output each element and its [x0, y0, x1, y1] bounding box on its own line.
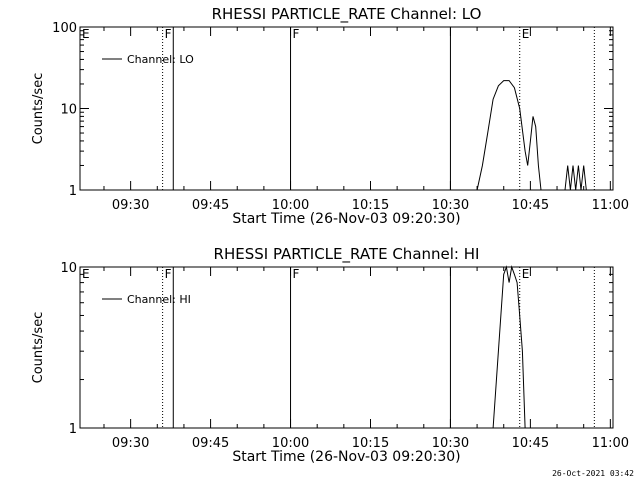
y-tick-label: 10 — [60, 261, 77, 276]
event-marker-label: E — [82, 267, 90, 281]
plot-frame — [79, 266, 614, 429]
x-tick-label: 10:15 — [352, 436, 389, 451]
x-tick-label: 09:45 — [192, 198, 229, 213]
event-marker-label: E — [522, 27, 530, 41]
x-tick-label: 09:30 — [112, 198, 149, 213]
y-tick-label: 100 — [52, 21, 77, 36]
y-axis-label: Counts/sec — [31, 73, 46, 145]
event-marker-label: E — [82, 27, 90, 41]
event-marker-label: F — [293, 27, 300, 41]
x-tick-label: 10:30 — [432, 198, 469, 213]
x-tick-label: 10:45 — [512, 436, 549, 451]
x-tick-label: 10:00 — [272, 436, 309, 451]
x-tick-label: 10:00 — [272, 198, 309, 213]
x-tick-label: 11:00 — [592, 436, 629, 451]
plot-frame — [79, 26, 614, 191]
y-tick-label: 1 — [69, 184, 77, 199]
y-tick-label: 1 — [69, 422, 77, 437]
event-marker-label: F — [293, 267, 300, 281]
x-tick-label: 11:00 — [592, 198, 629, 213]
x-tick-label: 09:30 — [112, 436, 149, 451]
event-marker-label: F — [165, 27, 172, 41]
x-tick-label: 10:30 — [432, 436, 469, 451]
legend-label: Channel: HI — [127, 293, 191, 306]
y-tick-label: 10 — [60, 103, 77, 118]
series-line — [492, 265, 526, 429]
x-axis-label: Start Time (26-Nov-03 09:20:30) — [232, 211, 460, 227]
chart-title: RHESSI PARTICLE_RATE Channel: HI — [214, 245, 480, 264]
y-axis-label: Counts/sec — [31, 312, 46, 384]
series-line — [476, 80, 587, 191]
legend-label: Channel: LO — [127, 53, 194, 66]
chart-title: RHESSI PARTICLE_RATE Channel: LO — [212, 5, 482, 24]
x-tick-label: 09:45 — [192, 436, 229, 451]
x-tick-label: 10:45 — [512, 198, 549, 213]
generation-timestamp: 26-Oct-2021 03:42 — [552, 469, 634, 478]
event-marker-label: F — [165, 267, 172, 281]
x-axis-label: Start Time (26-Nov-03 09:20:30) — [232, 449, 460, 465]
x-tick-label: 10:15 — [352, 198, 389, 213]
event-marker-label: E — [522, 267, 530, 281]
